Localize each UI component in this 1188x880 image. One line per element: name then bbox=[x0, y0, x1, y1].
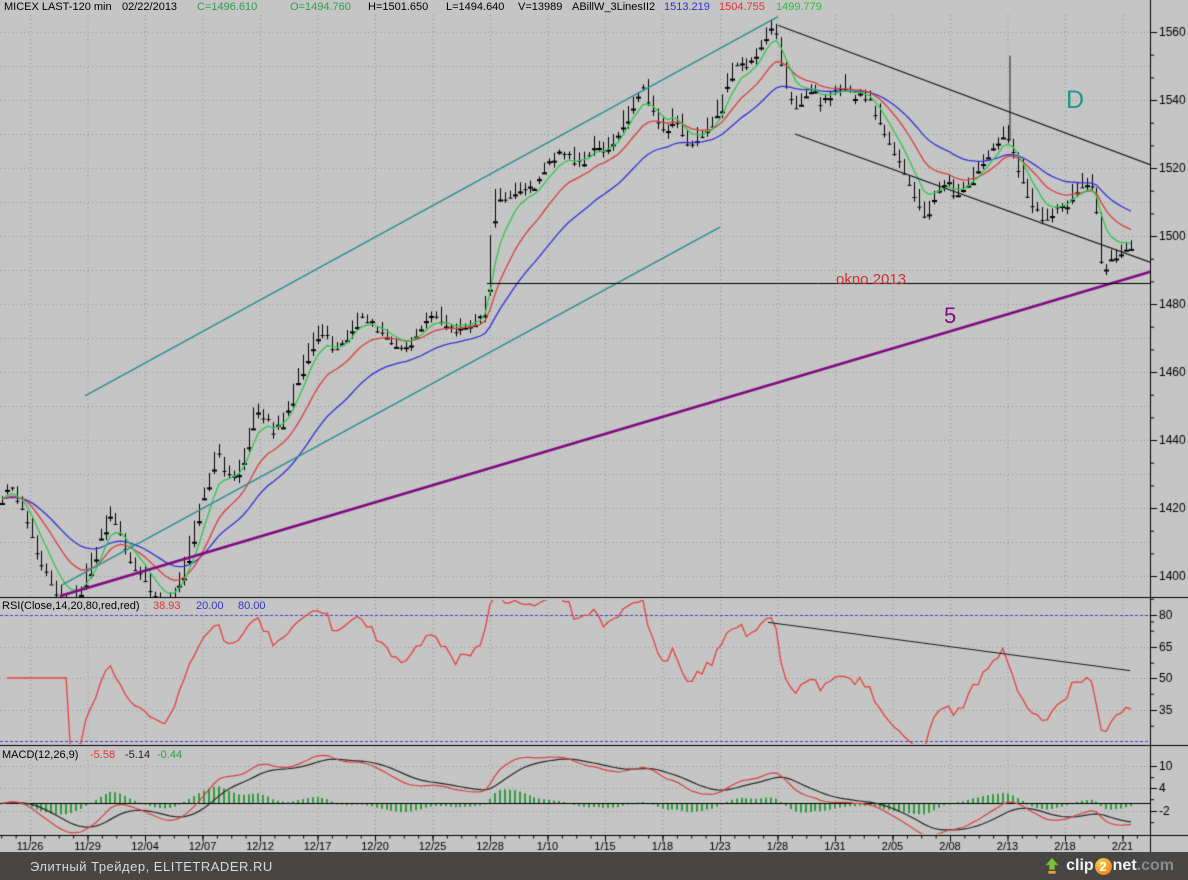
logo-two: 2 bbox=[1094, 857, 1112, 875]
rsi-high-level: 80.00 bbox=[238, 600, 266, 612]
rsi-label: RSI(Close,14,20,80,red,red) bbox=[2, 600, 140, 612]
quote-high: H=1501.650 bbox=[368, 1, 429, 13]
quote-low: L=1494.640 bbox=[446, 1, 505, 13]
logo-com: .com bbox=[1136, 857, 1174, 874]
rsi-low-level: 20.00 bbox=[196, 600, 224, 612]
upload-arrow-icon bbox=[1045, 857, 1060, 874]
watermark-text: Элитный Трейдер, ELITETRADER.RU bbox=[30, 858, 273, 874]
macd-label: MACD(12,26,9) bbox=[2, 749, 79, 761]
annotation-okno-2013: okno 2013 bbox=[836, 271, 907, 288]
quote-close: C=1496.610 bbox=[197, 1, 258, 13]
annotation-wave-d: D bbox=[1066, 86, 1085, 114]
logo-clip: clip bbox=[1066, 857, 1094, 874]
chart-canvas[interactable] bbox=[0, 0, 1188, 852]
clip2net-logo[interactable]: clip 2 net .com bbox=[1043, 857, 1174, 875]
macd-hist-value: -0.44 bbox=[157, 749, 183, 761]
logo-net: net bbox=[1112, 857, 1137, 874]
status-bar: Элитный Трейдер, ELITETRADER.RU clip 2 net… bbox=[0, 852, 1188, 880]
ma-red-value: 1504.755 bbox=[719, 1, 765, 13]
symbol-label: MICEX LAST-120 min bbox=[4, 1, 112, 13]
macd-signal-value: -5.14 bbox=[125, 749, 151, 761]
chart-header: MICEX LAST-120 min 02/22/2013 C=1496.610… bbox=[0, 1, 1188, 14]
annotation-wave-5: 5 bbox=[944, 303, 957, 328]
macd-value: -5.58 bbox=[90, 749, 116, 761]
quote-date: 02/22/2013 bbox=[122, 1, 178, 13]
quote-volume: V=13989 bbox=[518, 1, 563, 13]
indicator-name: ABillW_3LinesII2 bbox=[572, 1, 656, 13]
ma-blue-value: 1513.219 bbox=[664, 1, 710, 13]
rsi-value: 38.93 bbox=[153, 600, 181, 612]
quote-open: O=1494.760 bbox=[290, 1, 351, 13]
ma-green-value: 1499.779 bbox=[776, 1, 822, 13]
